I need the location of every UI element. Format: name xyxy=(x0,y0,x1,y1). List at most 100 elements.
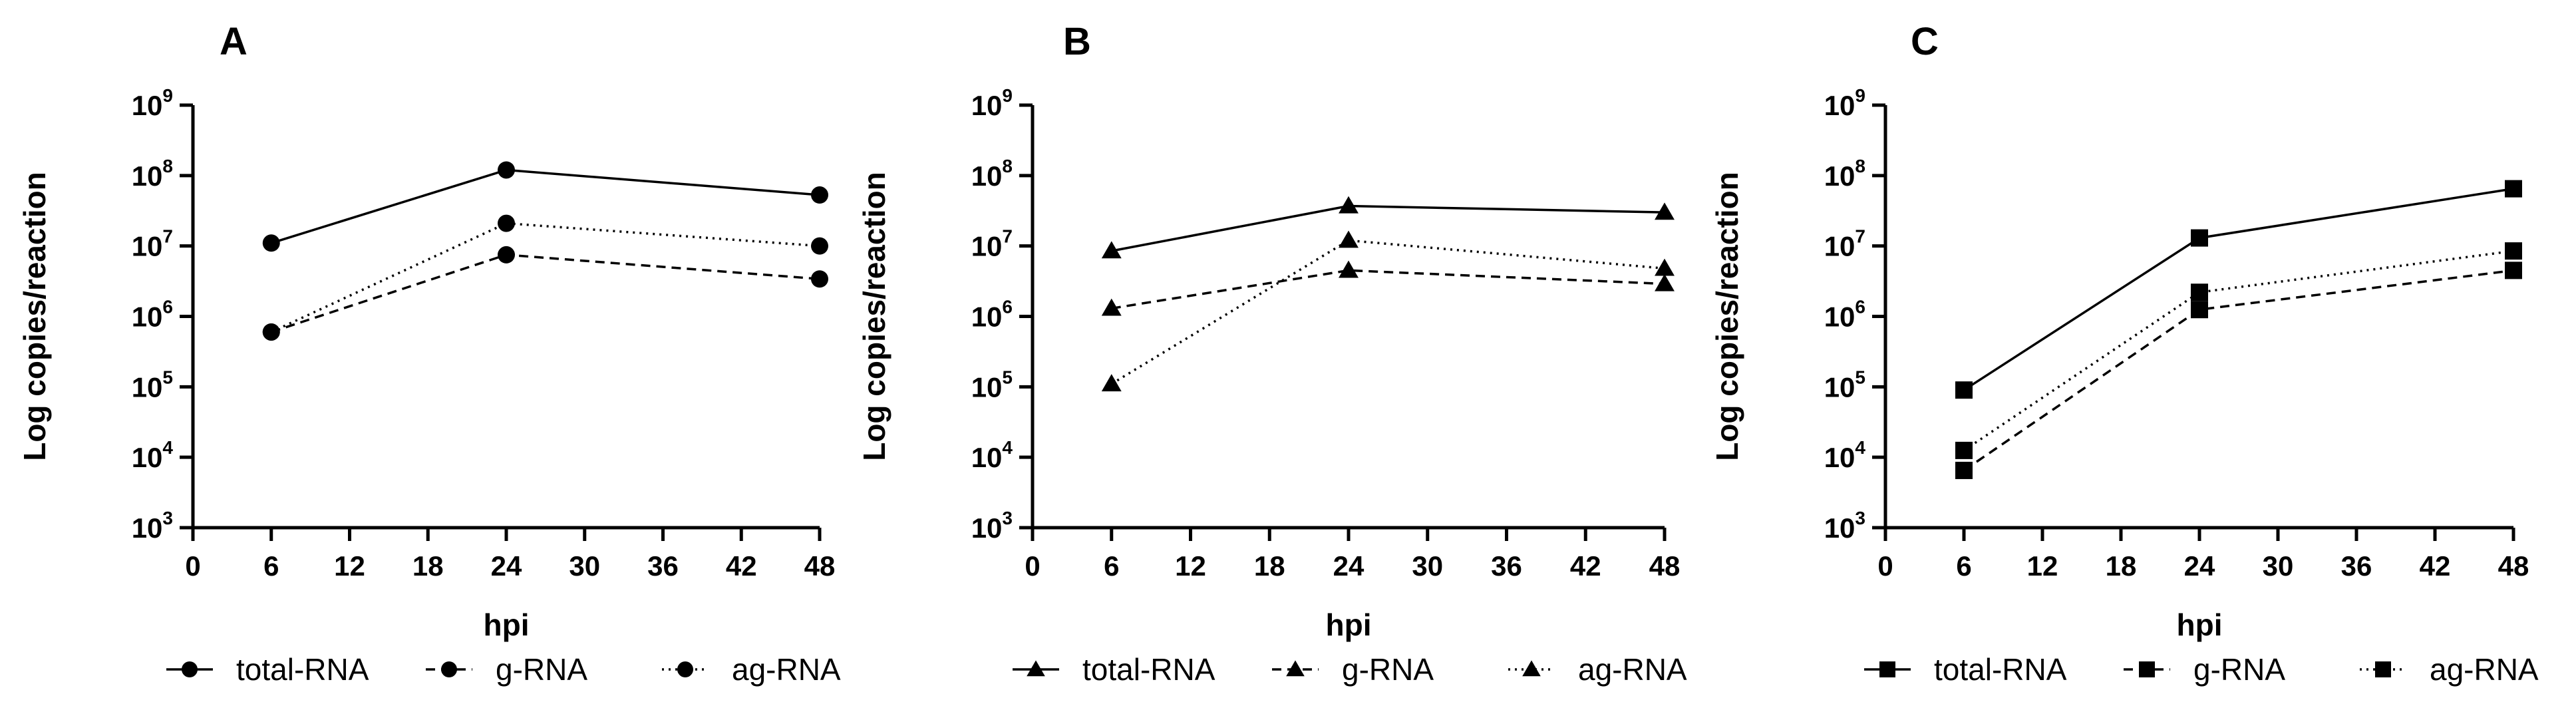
x-tick-label: 36 xyxy=(2341,550,2372,582)
x-tick-label: 24 xyxy=(1333,550,1365,582)
y-tick-label: 107 xyxy=(132,226,173,262)
y-tick-label: 108 xyxy=(132,156,173,192)
y-tick-label: 105 xyxy=(971,367,1013,403)
x-tick-label: 42 xyxy=(726,550,757,582)
x-tick-label: 0 xyxy=(185,550,200,582)
legend-label-total-rna: total-RNA xyxy=(1082,652,1215,687)
y-tick-label: 109 xyxy=(132,85,173,121)
x-tick-label: 18 xyxy=(2106,550,2137,582)
legend-marker-total-rna xyxy=(1027,660,1045,677)
data-point-total-rna xyxy=(498,161,515,179)
x-axis-label: hpi xyxy=(2177,608,2223,642)
series-line-total-rna xyxy=(271,168,820,244)
data-point-total-rna xyxy=(1101,241,1122,259)
x-tick-label: 48 xyxy=(804,550,836,582)
legend-marker-total-rna xyxy=(1879,661,1895,677)
y-axis-label: Log copies/reaction xyxy=(857,172,891,461)
y-tick-label: 109 xyxy=(1824,85,1865,121)
data-point-ag-rna xyxy=(1101,374,1122,392)
legend-label-ag-rna: ag-RNA xyxy=(1578,652,1687,687)
data-point-g-rna xyxy=(1655,273,1675,291)
data-point-g-rna xyxy=(1101,298,1122,316)
x-tick-label: 12 xyxy=(1175,550,1206,582)
x-tick-label: 36 xyxy=(647,550,679,582)
y-tick-label: 103 xyxy=(1824,508,1865,544)
data-point-total-rna xyxy=(2505,180,2522,198)
series-line-total-rna xyxy=(1963,187,2514,391)
legend-label-ag-rna: ag-RNA xyxy=(2430,652,2539,687)
y-tick-label: 105 xyxy=(132,367,173,403)
data-point-ag-rna xyxy=(1339,230,1359,248)
x-tick-label: 18 xyxy=(412,550,444,582)
data-point-g-rna xyxy=(262,323,280,341)
x-tick-label: 30 xyxy=(1412,550,1443,582)
data-point-total-rna xyxy=(2191,229,2208,247)
y-tick-label: 105 xyxy=(1824,367,1865,403)
y-tick-label: 109 xyxy=(971,85,1013,121)
legend-label-g-rna: g-RNA xyxy=(1342,652,1434,687)
y-tick-label: 104 xyxy=(971,437,1013,473)
x-axis-label: hpi xyxy=(484,608,530,642)
data-point-ag-rna xyxy=(2191,283,2208,301)
x-tick-label: 30 xyxy=(569,550,600,582)
series-line-g-rna xyxy=(1111,269,1665,310)
y-tick-label: 103 xyxy=(132,508,173,544)
data-point-ag-rna xyxy=(2505,242,2522,260)
x-tick-label: 6 xyxy=(1104,550,1119,582)
series-line-total-rna xyxy=(1111,204,1665,252)
x-tick-label: 42 xyxy=(1570,550,1601,582)
data-point-ag-rna xyxy=(1655,258,1675,276)
panel-letter: A xyxy=(220,20,247,63)
chart-panel-b: B 103 104 105 106 107 108 109 0 6 12 18 24 30 36 42 48 hp… xyxy=(857,20,1687,687)
data-point-g-rna xyxy=(2191,301,2208,319)
data-point-total-rna xyxy=(811,186,828,204)
x-tick-label: 48 xyxy=(1649,550,1681,582)
x-tick-label: 12 xyxy=(2027,550,2058,582)
legend-marker-ag-rna xyxy=(677,661,693,677)
data-point-g-rna xyxy=(1955,461,1973,479)
legend-marker-ag-rna xyxy=(2375,661,2391,677)
x-tick-label: 24 xyxy=(491,550,522,582)
data-point-g-rna xyxy=(2505,262,2522,279)
data-point-total-rna xyxy=(262,234,280,252)
data-point-ag-rna xyxy=(811,237,828,255)
series-line-g-rna xyxy=(1963,269,2514,472)
series-line-ag-rna xyxy=(271,222,820,333)
legend-marker-g-rna xyxy=(2139,661,2155,677)
legend-label-total-rna: total-RNA xyxy=(236,652,369,687)
y-tick-label: 106 xyxy=(971,297,1013,333)
y-axis-label: Log copies/reaction xyxy=(1710,172,1744,461)
x-tick-label: 48 xyxy=(2498,550,2529,582)
y-tick-label: 107 xyxy=(971,226,1013,262)
x-tick-label: 0 xyxy=(1877,550,1893,582)
x-tick-label: 30 xyxy=(2263,550,2294,582)
chart-panel-a: A 103 104 105 106 107 108 109 0 6 12 18 24 30 36 42 48 hp… xyxy=(17,20,841,687)
data-point-g-rna xyxy=(811,270,828,288)
data-point-g-rna xyxy=(498,246,515,264)
x-tick-label: 42 xyxy=(2420,550,2451,582)
legend-marker-g-rna xyxy=(1286,660,1305,677)
series-line-ag-rna xyxy=(1963,250,2514,452)
chart-panel-c: C 103 104 105 106 107 108 109 0 6 12 18 24 30 36 42 48 hp… xyxy=(1710,20,2539,687)
legend-label-g-rna: g-RNA xyxy=(2193,652,2285,687)
data-point-total-rna xyxy=(1955,381,1973,399)
y-tick-label: 103 xyxy=(971,508,1013,544)
series-line-g-rna xyxy=(271,254,820,333)
x-tick-label: 24 xyxy=(2184,550,2215,582)
x-tick-label: 0 xyxy=(1025,550,1040,582)
legend-marker-g-rna xyxy=(441,661,457,677)
y-tick-label: 108 xyxy=(1824,156,1865,192)
panel-letter: B xyxy=(1063,20,1091,63)
legend-marker-total-rna xyxy=(182,661,198,677)
y-tick-label: 104 xyxy=(1824,437,1866,473)
x-tick-label: 18 xyxy=(1254,550,1285,582)
y-axis-label: Log copies/reaction xyxy=(17,172,52,461)
panel-letter: C xyxy=(1911,20,1939,63)
legend-label-total-rna: total-RNA xyxy=(1934,652,2067,687)
y-tick-label: 108 xyxy=(971,156,1013,192)
data-point-total-rna xyxy=(1655,202,1675,220)
x-tick-label: 36 xyxy=(1491,550,1522,582)
legend-label-ag-rna: ag-RNA xyxy=(732,652,841,687)
x-tick-label: 6 xyxy=(263,550,279,582)
